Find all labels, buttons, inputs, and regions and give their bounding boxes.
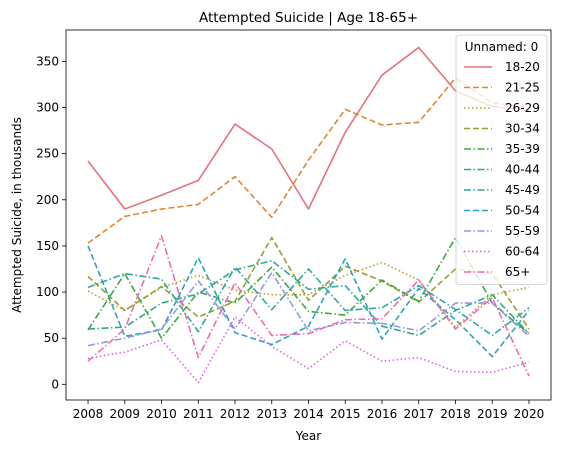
x-tick-label: 2015 (330, 407, 361, 421)
series-line-55-59 (87, 271, 530, 347)
legend-label: 65+ (505, 265, 530, 279)
legend-box (455, 34, 548, 285)
x-tick-label: 2014 (293, 407, 324, 421)
y-tick-label: 0 (51, 377, 59, 391)
y-tick-label: 200 (36, 193, 59, 207)
y-tick-label: 100 (36, 285, 59, 299)
y-axis-label: Attempted Suicide, in thousands (10, 117, 24, 313)
y-tick-label: 50 (44, 331, 59, 345)
x-tick-label: 2016 (367, 407, 398, 421)
x-tick-label: 2017 (403, 407, 434, 421)
legend: Unnamed: 0 18-20 21-25 26-29 30-34 35-39 40-4… (455, 34, 548, 285)
legend-label: 26-29 (505, 101, 540, 115)
x-tick-label: 2008 (73, 407, 104, 421)
y-tick-label: 150 (36, 239, 59, 253)
series-line-18-20 (87, 46, 530, 210)
legend-items: 18-20 21-25 26-29 30-34 35-39 40-44 45-49 50-54… (464, 60, 540, 279)
series-line-50-54 (87, 245, 530, 358)
series-line-45-49 (87, 266, 530, 337)
series-line-35-39 (87, 236, 530, 340)
y-tick-label: 350 (36, 54, 59, 68)
x-tick-label: 2012 (220, 407, 251, 421)
series-line-65+ (87, 235, 530, 377)
series-line-60-64 (87, 316, 530, 384)
x-tick-label: 2018 (440, 407, 471, 421)
x-tick-label: 2013 (256, 407, 287, 421)
x-tick-label: 2011 (183, 407, 214, 421)
series-line-30-34 (87, 236, 530, 330)
legend-label: 40-44 (505, 163, 540, 177)
y-axis: 0 50 100 150 200 250 300 350 (36, 54, 66, 391)
y-tick-label: 300 (36, 101, 59, 115)
legend-title: Unnamed: 0 (465, 40, 539, 54)
legend-label: 55-59 (505, 224, 540, 238)
x-axis: 2008 2009 2010 2011 2012 2013 2014 2015 2016 2017… (73, 400, 544, 421)
legend-label: 30-34 (505, 122, 540, 136)
legend-label: 45-49 (505, 183, 540, 197)
x-tick-label: 2009 (110, 407, 141, 421)
x-tick-label: 2010 (146, 407, 177, 421)
series-lines (87, 46, 530, 384)
legend-label: 21-25 (505, 81, 540, 95)
x-tick-label: 2020 (514, 407, 545, 421)
x-tick-label: 2019 (477, 407, 508, 421)
y-tick-label: 250 (36, 147, 59, 161)
legend-label: 18-20 (505, 60, 540, 74)
legend-label: 60-64 (505, 245, 540, 259)
legend-label: 35-39 (505, 142, 540, 156)
chart-title: Attempted Suicide | Age 18-65+ (199, 10, 418, 26)
series-line-21-25 (87, 77, 530, 244)
x-axis-label: Year (295, 429, 321, 443)
legend-label: 50-54 (505, 204, 540, 218)
